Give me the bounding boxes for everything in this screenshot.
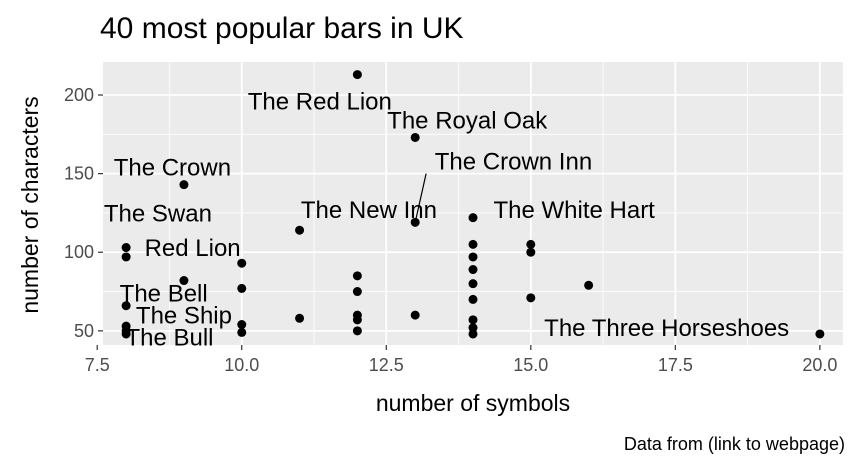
data-point [468, 279, 478, 289]
x-axis-ticks: 7.5 10.0 12.5 15.0 17.5 20.0 [85, 345, 837, 375]
y-tick-label: 100 [64, 242, 94, 262]
x-tick-label: 15.0 [513, 355, 548, 375]
x-tick-label: 20.0 [802, 355, 837, 375]
data-point [237, 327, 247, 337]
data-point [468, 329, 478, 339]
y-tick-label: 150 [64, 164, 94, 184]
data-point [121, 252, 131, 262]
minor-gridlines [103, 62, 843, 345]
point-label: The Red Lion [248, 89, 392, 116]
point-label: The Crown [114, 155, 231, 182]
data-point [468, 213, 478, 223]
x-tick-label: 12.5 [369, 355, 404, 375]
data-point [237, 283, 247, 293]
point-label: The Ship [136, 303, 232, 330]
y-tick-label: 50 [74, 321, 94, 341]
data-point [179, 276, 189, 286]
data-point [526, 293, 536, 303]
data-point [526, 239, 536, 249]
data-point [468, 323, 478, 333]
chart-title: 40 most popular bars in UK [100, 12, 464, 45]
data-point [468, 315, 478, 325]
data-point [410, 132, 420, 142]
data-point [237, 258, 247, 268]
data-point [352, 310, 362, 320]
data-point [815, 329, 825, 339]
point-label: The New Inn [301, 197, 437, 224]
point-label: The Three Horseshoes [544, 315, 789, 342]
data-point [352, 287, 362, 297]
x-tick-label: 17.5 [658, 355, 693, 375]
data-point [352, 326, 362, 336]
y-axis-title: number of characters [17, 96, 43, 313]
point-label: The Crown Inn [435, 148, 592, 175]
data-point [410, 217, 420, 227]
data-point [121, 301, 131, 311]
x-axis-title: number of symbols [376, 390, 570, 416]
y-tick-label: 200 [64, 85, 94, 105]
data-point [468, 265, 478, 275]
point-label: Red Lion [145, 235, 241, 262]
label-connector [415, 173, 427, 219]
point-label: The Bell [120, 281, 208, 308]
data-point [584, 280, 594, 290]
data-point [121, 321, 131, 331]
data-point [121, 243, 131, 253]
data-point [179, 180, 189, 190]
data-point [237, 320, 247, 330]
data-points [121, 70, 825, 339]
x-tick-label: 7.5 [85, 355, 110, 375]
label-connectors [415, 173, 427, 219]
data-point [468, 252, 478, 262]
point-label: The Bull [125, 325, 213, 352]
point-label: The Royal Oak [387, 108, 548, 135]
data-point [526, 247, 536, 257]
point-label: The Swan [104, 200, 212, 227]
data-point [295, 313, 305, 323]
point-label: The White Hart [493, 197, 655, 224]
data-point [352, 70, 362, 80]
data-point [410, 310, 420, 320]
chart-caption: Data from (link to webpage) [624, 434, 845, 454]
data-point [352, 271, 362, 281]
data-point [468, 239, 478, 249]
data-point [468, 294, 478, 304]
x-tick-label: 10.0 [224, 355, 259, 375]
y-axis-ticks: 50 100 150 200 [64, 85, 103, 341]
data-point [295, 225, 305, 235]
